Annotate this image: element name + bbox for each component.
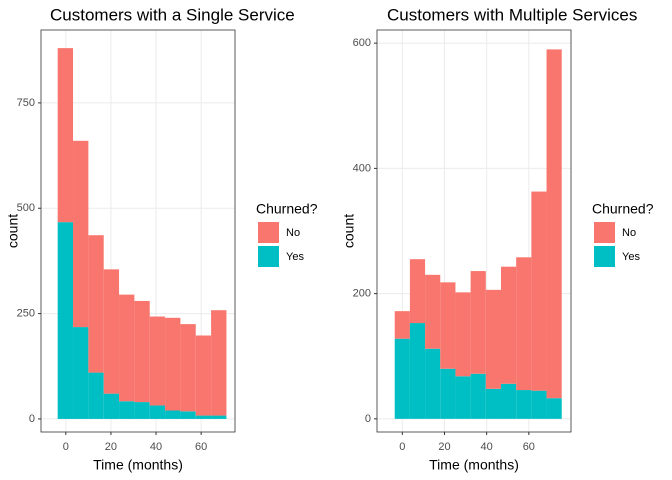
bar xyxy=(119,401,135,419)
x-tick-label: 40 xyxy=(481,441,493,453)
panel-border xyxy=(376,29,572,433)
y-tick-label: 400 xyxy=(353,162,371,174)
y-tick-label: 750 xyxy=(17,97,35,109)
bar xyxy=(211,415,227,419)
bar xyxy=(195,415,212,419)
y-tick-label: 200 xyxy=(353,288,371,300)
legend-key xyxy=(594,246,615,267)
bar xyxy=(516,390,532,419)
bar xyxy=(516,257,532,391)
y-tick-label: 250 xyxy=(17,307,35,319)
bar xyxy=(394,338,410,419)
legend-key xyxy=(258,246,279,267)
x-tick-label: 20 xyxy=(105,441,117,453)
y-axis-title: count xyxy=(5,214,21,248)
bar xyxy=(440,282,456,369)
y-tick-label: 0 xyxy=(365,413,371,425)
legend-label: No xyxy=(286,227,300,239)
legend-label: Yes xyxy=(622,251,640,263)
x-tick-label: 60 xyxy=(523,441,535,453)
bar xyxy=(73,140,89,328)
x-tick-label: 40 xyxy=(150,441,162,453)
bar xyxy=(440,368,456,419)
legend-key xyxy=(258,222,279,243)
y-tick-label: 500 xyxy=(17,202,35,214)
y-tick-label: 0 xyxy=(29,413,35,425)
bar xyxy=(500,383,517,419)
bar xyxy=(103,269,120,394)
bar xyxy=(211,310,227,416)
chart-title: Customers with a Single Service xyxy=(50,5,295,24)
x-tick-label: 0 xyxy=(63,441,69,453)
bar xyxy=(455,292,471,377)
bar xyxy=(134,402,150,419)
bar xyxy=(57,48,74,223)
x-tick-label: 60 xyxy=(195,441,207,453)
legend-key xyxy=(594,222,615,243)
bar xyxy=(103,393,120,419)
bar xyxy=(165,410,181,419)
legend-label: No xyxy=(622,227,636,239)
bar xyxy=(195,335,212,416)
bar xyxy=(180,324,196,412)
bar xyxy=(485,388,501,419)
bar xyxy=(531,191,547,391)
legend-label: Yes xyxy=(286,251,304,263)
bar xyxy=(546,398,562,419)
bar xyxy=(88,235,104,373)
bar xyxy=(57,222,74,419)
bar xyxy=(425,348,441,419)
legend-title: Churned? xyxy=(256,201,318,217)
bar xyxy=(455,376,471,419)
y-tick-label: 600 xyxy=(353,37,371,49)
bar xyxy=(180,411,196,419)
bar xyxy=(546,49,562,399)
bar xyxy=(119,294,135,402)
bar xyxy=(485,289,501,389)
x-tick-label: 20 xyxy=(438,441,450,453)
bar xyxy=(149,405,166,419)
bar xyxy=(394,311,410,339)
x-axis-title: Time (months) xyxy=(429,457,519,473)
bar xyxy=(149,316,166,406)
bar xyxy=(470,373,486,419)
bar xyxy=(73,327,89,419)
panel-border xyxy=(40,29,236,433)
bar xyxy=(531,390,547,419)
chart-title: Customers with Multiple Services xyxy=(387,5,637,24)
x-tick-label: 0 xyxy=(399,441,405,453)
y-axis-title: count xyxy=(341,214,357,248)
bar xyxy=(470,271,486,374)
bar xyxy=(425,274,441,349)
x-axis-title: Time (months) xyxy=(93,457,183,473)
bar xyxy=(134,300,150,403)
bar xyxy=(409,323,426,419)
bar xyxy=(88,372,104,419)
legend-title: Churned? xyxy=(592,201,654,217)
bar xyxy=(165,317,181,411)
bar xyxy=(500,266,517,384)
bar xyxy=(409,259,426,324)
